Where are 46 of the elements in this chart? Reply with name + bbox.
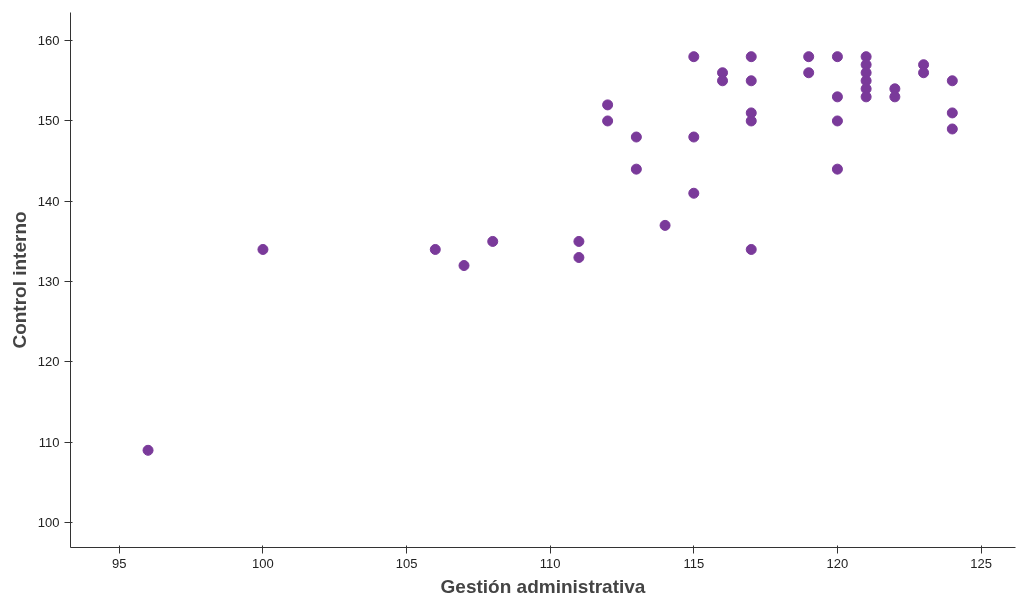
x-tick-label: 100 <box>252 555 274 571</box>
y-tick-label: 120 <box>37 354 60 370</box>
y-tick-label: 100 <box>37 515 60 531</box>
y-tick-label: 130 <box>37 274 60 290</box>
y-tick-label: 160 <box>37 33 60 49</box>
y-tick-label: 140 <box>37 193 60 209</box>
x-tick-label: 115 <box>683 555 705 571</box>
point <box>946 107 958 119</box>
point <box>602 115 614 127</box>
point <box>803 67 815 79</box>
point <box>630 131 642 143</box>
point <box>142 444 154 456</box>
point <box>487 235 499 247</box>
x-tick-label: 95 <box>112 555 127 571</box>
point <box>745 51 757 63</box>
point <box>573 235 585 247</box>
point <box>257 243 269 255</box>
point <box>831 115 843 127</box>
point <box>429 243 441 255</box>
point <box>946 75 958 87</box>
point <box>918 67 930 79</box>
x-axis-title: Gestión administrativa <box>440 575 646 597</box>
point <box>803 51 815 63</box>
point <box>745 75 757 87</box>
point <box>946 123 958 135</box>
x-tick-label: 125 <box>970 555 992 571</box>
point <box>860 91 872 103</box>
point <box>688 131 700 143</box>
point <box>831 163 843 175</box>
point <box>458 260 470 272</box>
y-tick-label: 150 <box>37 113 60 129</box>
point <box>688 51 700 63</box>
y-tick-label: 110 <box>38 434 60 450</box>
point <box>602 99 614 111</box>
point <box>573 252 585 263</box>
point <box>688 187 700 199</box>
point <box>659 219 671 231</box>
point <box>889 91 901 103</box>
x-tick-label: 105 <box>395 555 418 571</box>
y-axis-title: Control interno <box>8 211 30 349</box>
point <box>745 243 757 255</box>
x-tick-label: 120 <box>826 555 849 571</box>
point <box>831 51 843 63</box>
point <box>831 91 843 103</box>
point <box>630 163 642 175</box>
x-tick-label: 110 <box>539 555 561 571</box>
